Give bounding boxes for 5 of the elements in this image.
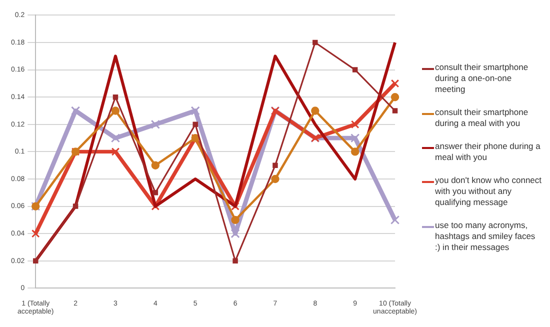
legend-label: use too many acronyms, hashtags and smiley faces :) in their messages (435, 220, 536, 253)
legend-label: you don't know who connect with you without any qualifying message (435, 175, 542, 208)
legend-label: answer their phone during a meal with you (435, 141, 542, 163)
legend-label: consult their smartphone during a one-on-one meeting (435, 62, 530, 95)
legend-label: consult their smartphone during a meal with you (435, 107, 530, 129)
